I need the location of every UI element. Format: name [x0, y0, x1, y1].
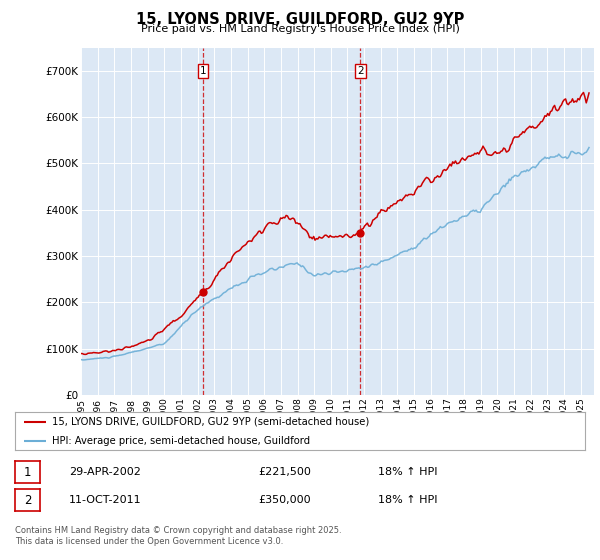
Text: 15, LYONS DRIVE, GUILDFORD, GU2 9YP (semi-detached house): 15, LYONS DRIVE, GUILDFORD, GU2 9YP (sem…	[52, 417, 370, 427]
Text: 29-APR-2002: 29-APR-2002	[69, 466, 141, 477]
Text: 2: 2	[357, 66, 364, 76]
Text: 15, LYONS DRIVE, GUILDFORD, GU2 9YP: 15, LYONS DRIVE, GUILDFORD, GU2 9YP	[136, 12, 464, 27]
Text: 18% ↑ HPI: 18% ↑ HPI	[378, 466, 437, 477]
Text: Contains HM Land Registry data © Crown copyright and database right 2025.
This d: Contains HM Land Registry data © Crown c…	[15, 526, 341, 546]
Text: £350,000: £350,000	[258, 494, 311, 505]
Text: 18% ↑ HPI: 18% ↑ HPI	[378, 494, 437, 505]
Text: HPI: Average price, semi-detached house, Guildford: HPI: Average price, semi-detached house,…	[52, 436, 310, 446]
Text: £221,500: £221,500	[258, 466, 311, 477]
Text: 1: 1	[200, 66, 206, 76]
Text: 1: 1	[24, 465, 31, 479]
Text: 11-OCT-2011: 11-OCT-2011	[69, 494, 142, 505]
Text: Price paid vs. HM Land Registry's House Price Index (HPI): Price paid vs. HM Land Registry's House …	[140, 24, 460, 34]
Text: 2: 2	[24, 493, 31, 507]
